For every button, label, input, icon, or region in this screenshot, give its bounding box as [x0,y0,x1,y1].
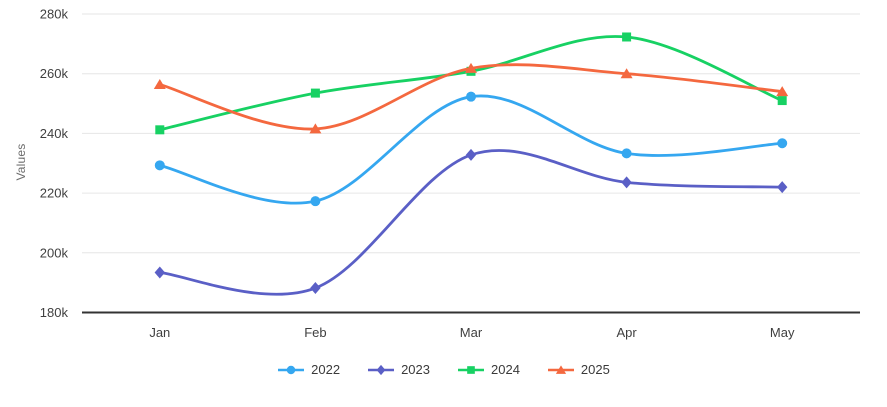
x-tick-label: May [770,325,795,340]
legend-item-2022[interactable]: 2022 [277,362,340,377]
legend-marker-triangle-icon [547,364,574,374]
series-marker-triangle [555,364,567,374]
x-tick-label: Mar [460,325,483,340]
series-marker-diamond [777,181,788,194]
y-tick-label: 220k [40,186,69,201]
series-marker-square [467,365,475,374]
legend-label: 2024 [491,362,520,377]
y-tick-label: 180k [40,305,69,320]
series-marker-diamond [310,282,321,295]
legend-marker-diamond-icon [368,364,395,375]
series-marker-triangle [620,68,633,79]
series-marker-square [622,32,632,42]
x-tick-label: Apr [616,325,637,340]
chart-legend: 2022 2023 2024 2025 [0,362,887,377]
series-marker-triangle [776,86,789,97]
series-line-2024 [158,35,784,132]
legend-label: 2023 [401,362,430,377]
series-marker-circle [777,138,788,149]
legend-label: 2022 [311,362,341,377]
series-marker-triangle [153,78,166,89]
series-marker-circle [310,196,321,207]
series-marker-square [310,88,320,98]
chart-canvas: 180k 200k 220k 240k 260k 280k Jan Feb Mar Apr May [40,7,860,340]
y-axis-title: Values [14,143,28,181]
y-tick-label: 200k [40,245,69,260]
series-marker-circle [466,91,476,102]
legend-label: 2025 [580,362,610,377]
series-marker-diamond [154,266,165,279]
series-marker-circle [154,160,165,171]
legend-item-2023[interactable]: 2023 [367,362,430,377]
series-marker-diamond [465,148,477,161]
series-marker-diamond [621,176,632,189]
legend-item-2025[interactable]: 2025 [547,362,610,377]
y-tick-label: 260k [40,66,69,81]
series-marker-triangle [309,123,322,134]
legend-marker-square-icon [458,365,484,374]
x-tick-label: Jan [149,325,170,340]
series-marker-circle [621,148,632,159]
y-tick-label: 280k [40,7,69,22]
series-line-2023 [158,149,784,296]
x-tick-label: Feb [304,325,326,340]
series-marker-square [155,125,165,135]
legend-item-2024[interactable]: 2024 [457,362,520,377]
series-marker-square [777,96,787,106]
series-marker-triangle [465,62,477,73]
y-tick-label: 240k [40,126,69,141]
series-marker-diamond [376,364,386,375]
legend-marker-circle-icon [278,365,305,374]
series-marker-circle [286,365,296,374]
